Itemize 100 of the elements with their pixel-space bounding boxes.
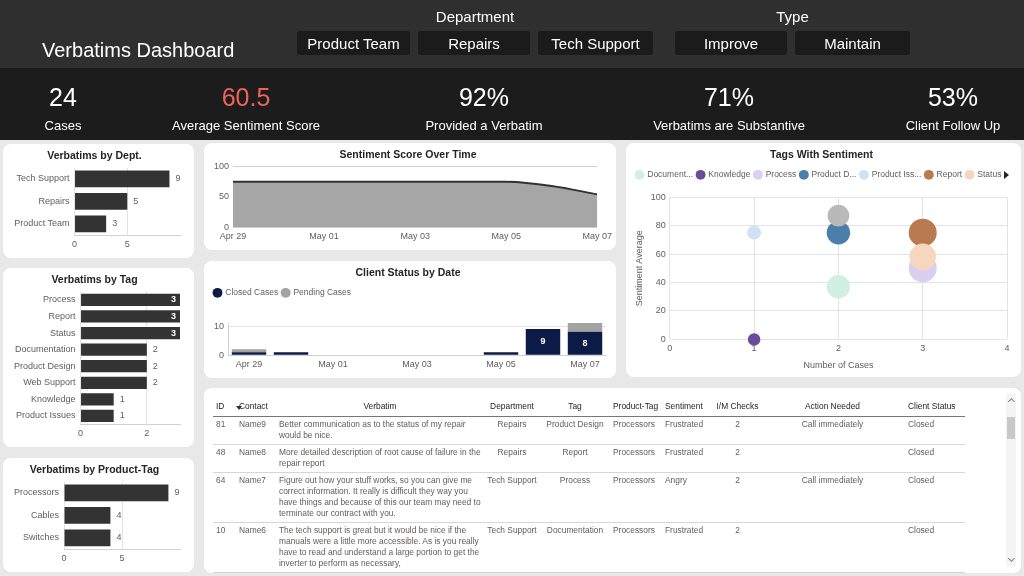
y-tick-label: Status bbox=[50, 327, 77, 338]
x-tick-label: May 07 bbox=[570, 359, 600, 370]
category-label: Product Team bbox=[307, 35, 400, 52]
text: Name6 bbox=[239, 525, 266, 535]
y-tick-label: Report bbox=[48, 310, 77, 321]
legend-label: Document... bbox=[647, 169, 694, 180]
text: Better communication as to the status of my repair would be nice. bbox=[279, 419, 466, 440]
text: Processors bbox=[613, 447, 655, 457]
data-label: 9 bbox=[540, 336, 546, 347]
category-label: Product-Tag bbox=[610, 393, 662, 417]
category-label: Average Sentiment Score bbox=[172, 118, 320, 133]
text: Tech Support bbox=[487, 475, 537, 485]
chart-title: Sentiment Score Over Time bbox=[339, 148, 477, 161]
bar bbox=[81, 393, 114, 406]
category-label: Verbatim bbox=[276, 393, 484, 417]
category-label: Tech Support bbox=[551, 35, 640, 52]
y-tick-label: 100 bbox=[213, 161, 230, 172]
text: Frustrated bbox=[665, 447, 704, 457]
category-label: ID bbox=[213, 393, 236, 417]
x-tick-label: May 01 bbox=[309, 231, 339, 242]
x-axis-title: Number of Cases bbox=[803, 360, 874, 371]
category-label: Client Status bbox=[900, 393, 965, 417]
text: 48 bbox=[216, 447, 226, 457]
legend-label: Report bbox=[936, 169, 963, 180]
category-label: Improve bbox=[703, 35, 759, 52]
data-label: 3 bbox=[170, 310, 176, 321]
text: Call immediately bbox=[801, 419, 864, 429]
text: Name7 bbox=[239, 475, 266, 485]
bar bbox=[75, 193, 128, 210]
text: Repairs bbox=[497, 419, 527, 429]
text: Closed bbox=[908, 525, 935, 535]
legend-label: Process bbox=[765, 169, 797, 180]
category-label: Department bbox=[484, 393, 540, 417]
bar bbox=[81, 326, 180, 340]
y-tick-label: Process bbox=[43, 294, 77, 305]
bar bbox=[81, 376, 147, 389]
y-tick-label: 50 bbox=[219, 191, 230, 202]
x-tick-label: 2 bbox=[835, 343, 841, 354]
chart-title: Tags With Sentiment bbox=[770, 148, 874, 161]
text: Angry bbox=[665, 475, 687, 485]
category-label: Maintain bbox=[824, 35, 881, 52]
y-tick-label: Knowledge bbox=[30, 393, 76, 404]
text: Type bbox=[776, 8, 809, 25]
text: Closed bbox=[908, 419, 935, 429]
text: 2 bbox=[735, 447, 740, 457]
text: Figure out how your stuff works, so you can give me correct information. It really is difficult they way you have things and because of this our team may need to terminate our contract with you. bbox=[279, 475, 481, 518]
text: Frustrated bbox=[665, 525, 704, 535]
data-label: 4 bbox=[116, 509, 122, 520]
legend-label: Pending Cases bbox=[293, 287, 352, 298]
text: 92% bbox=[458, 83, 510, 111]
bar bbox=[273, 352, 309, 355]
text: More detailed description of root cause of failure in the repair report bbox=[279, 447, 481, 468]
data-label: 3 bbox=[170, 294, 176, 305]
bar bbox=[81, 310, 180, 323]
text: Processors bbox=[613, 525, 655, 535]
data-label: 3 bbox=[170, 327, 176, 338]
bar bbox=[567, 331, 603, 355]
category-label: Contact bbox=[236, 393, 276, 417]
bar bbox=[525, 328, 561, 355]
chart-title: Verbatims by Tag bbox=[51, 273, 138, 286]
legend-label: Product D... bbox=[811, 169, 857, 180]
y-tick-label: 100 bbox=[650, 191, 666, 202]
bar bbox=[81, 360, 147, 373]
category-label: Repairs bbox=[448, 35, 500, 52]
category-label: Provided a Verbatim bbox=[425, 118, 543, 133]
y-tick-label: 10 bbox=[214, 320, 225, 331]
data-label: 9 bbox=[174, 487, 180, 498]
text: Closed bbox=[908, 447, 935, 457]
text: 53% bbox=[927, 83, 979, 111]
chart-title: Verbatims by Product-Tag bbox=[29, 463, 160, 476]
y-tick-label: Repairs bbox=[38, 195, 71, 206]
data-label: 5 bbox=[133, 195, 139, 206]
x-tick-label: May 01 bbox=[318, 359, 348, 370]
category-label: Sentiment bbox=[662, 393, 710, 417]
data-label: 4 bbox=[116, 532, 122, 543]
text: Department bbox=[435, 8, 515, 25]
y-tick-label: 40 bbox=[655, 276, 666, 287]
text: 24 bbox=[49, 83, 77, 111]
text: 81 bbox=[216, 419, 226, 429]
text: 2 bbox=[735, 525, 740, 535]
category-label: Client Follow Up bbox=[905, 118, 1001, 133]
text: 2 bbox=[735, 419, 740, 429]
bar bbox=[81, 409, 114, 423]
category-label: Action Needed bbox=[765, 393, 900, 417]
x-tick-label: 1 bbox=[751, 343, 757, 354]
category-label: Cases bbox=[44, 118, 82, 133]
x-tick-label: Apr 29 bbox=[219, 231, 247, 242]
text: Report bbox=[562, 447, 588, 457]
x-tick-label: May 03 bbox=[402, 359, 432, 370]
category-label: Tag bbox=[540, 393, 610, 417]
data-label: 2 bbox=[152, 377, 158, 388]
x-tick-label: Apr 29 bbox=[235, 359, 263, 370]
x-tick-label: May 05 bbox=[491, 231, 521, 242]
y-tick-label: 0 bbox=[660, 333, 666, 344]
y-tick-label: Processors bbox=[14, 487, 60, 498]
text: Verbatims Dashboard bbox=[42, 39, 235, 62]
x-tick-label: 3 bbox=[920, 343, 926, 354]
y-tick-label: 0 bbox=[224, 221, 230, 232]
y-tick-label: Cables bbox=[31, 509, 60, 520]
data-label: 1 bbox=[119, 393, 125, 404]
